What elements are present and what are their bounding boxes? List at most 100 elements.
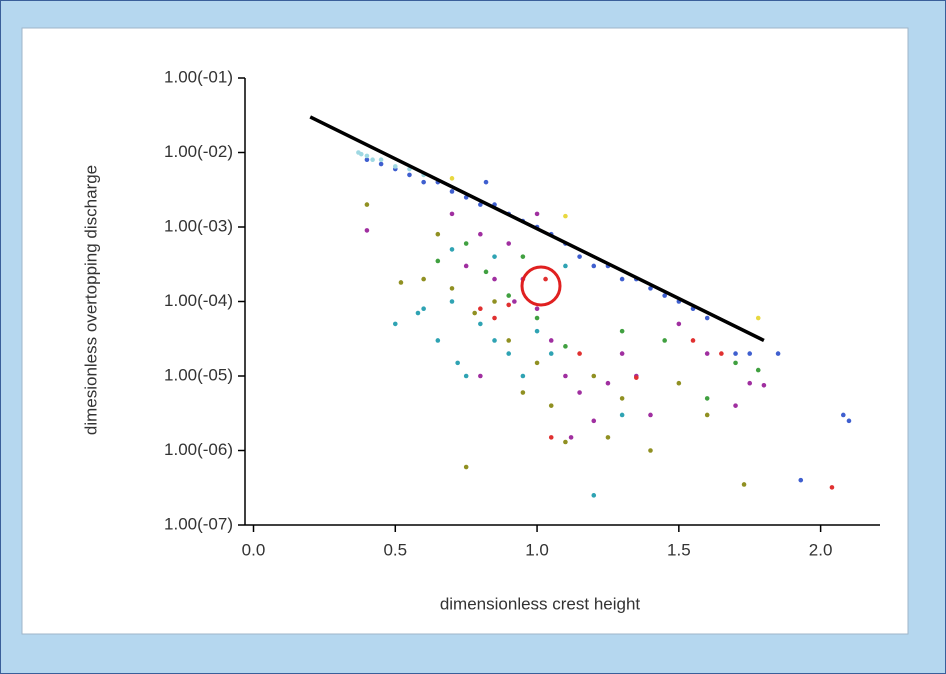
point <box>364 153 370 159</box>
point <box>472 310 477 316</box>
point <box>407 172 412 178</box>
point <box>563 213 568 219</box>
point <box>548 403 554 408</box>
point <box>648 448 653 453</box>
point <box>619 328 625 334</box>
point <box>563 373 568 379</box>
point <box>761 383 767 388</box>
highlight-circle <box>520 265 562 307</box>
point <box>478 202 483 207</box>
point <box>421 179 426 185</box>
point <box>719 351 724 356</box>
y-tick-label: 1.00(-05) <box>164 365 233 384</box>
point <box>543 276 548 282</box>
point <box>370 157 375 163</box>
point <box>463 464 469 470</box>
point <box>449 286 455 291</box>
point <box>492 338 497 343</box>
x-tick-label: 2.0 <box>809 540 833 559</box>
point <box>605 380 611 386</box>
point <box>506 302 512 308</box>
point <box>591 418 597 424</box>
point <box>520 390 526 395</box>
point <box>506 351 512 356</box>
point <box>841 412 846 418</box>
point <box>463 263 469 269</box>
point <box>605 435 611 440</box>
point <box>492 315 497 321</box>
point <box>463 241 469 246</box>
point <box>435 258 441 264</box>
point <box>449 299 455 304</box>
y-tick-label: 1.00(-01) <box>164 67 233 86</box>
point <box>634 375 639 380</box>
y-axis-label: dimesionless overtopping discharge <box>81 165 100 435</box>
point <box>449 211 455 217</box>
point <box>478 231 483 237</box>
point <box>676 321 682 327</box>
point <box>619 396 625 401</box>
point <box>591 263 597 269</box>
point <box>704 351 710 356</box>
point <box>568 435 574 440</box>
point <box>478 306 483 312</box>
point <box>563 439 568 445</box>
x-tick-label: 1.0 <box>525 540 549 559</box>
y-tick-label: 1.00(-04) <box>164 291 233 310</box>
point <box>591 493 597 498</box>
x-axis-label: dimensionless crest height <box>440 594 641 613</box>
point <box>506 338 512 343</box>
point <box>747 351 753 356</box>
point <box>548 435 554 440</box>
point <box>512 299 517 304</box>
point <box>449 247 455 252</box>
point <box>846 418 852 424</box>
point <box>520 373 526 379</box>
point <box>455 360 460 366</box>
point <box>364 202 370 207</box>
point <box>534 360 540 366</box>
point <box>506 241 512 246</box>
point <box>591 373 597 379</box>
point <box>829 485 835 490</box>
y-tick-label: 1.00(-02) <box>164 142 233 161</box>
point <box>619 276 625 282</box>
point <box>483 269 489 275</box>
point <box>676 380 682 386</box>
point <box>534 211 540 217</box>
x-tick-label: 1.5 <box>667 540 691 559</box>
point <box>577 390 582 395</box>
point <box>492 299 497 304</box>
point <box>463 373 469 379</box>
point <box>483 179 489 185</box>
point <box>755 367 761 373</box>
point <box>534 306 540 312</box>
y-tick-label: 1.00(-07) <box>164 514 233 533</box>
point <box>435 231 441 237</box>
point <box>534 328 540 334</box>
point <box>378 157 384 163</box>
point <box>506 293 512 298</box>
point <box>520 254 526 259</box>
point <box>662 338 667 343</box>
point <box>747 380 753 386</box>
point <box>364 228 370 233</box>
y-tick-label: 1.00(-06) <box>164 440 233 459</box>
point <box>548 351 554 356</box>
point <box>755 315 761 321</box>
point <box>492 276 497 282</box>
point <box>704 315 710 321</box>
point <box>648 412 653 418</box>
point <box>358 151 364 157</box>
y-tick-label: 1.00(-03) <box>164 216 233 235</box>
point <box>577 351 582 356</box>
point <box>378 161 384 167</box>
point <box>704 396 710 401</box>
point <box>449 176 455 181</box>
point <box>548 338 554 343</box>
point <box>733 403 738 408</box>
x-tick-label: 0.0 <box>242 540 266 559</box>
point <box>364 157 370 163</box>
point <box>619 412 625 418</box>
